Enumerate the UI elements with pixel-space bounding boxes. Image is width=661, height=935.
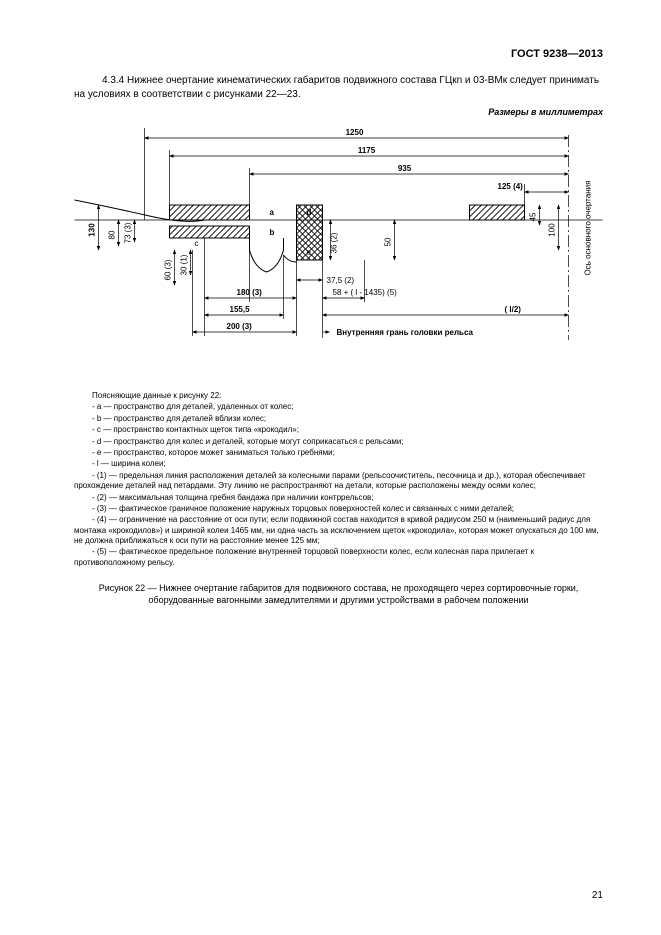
notes-block: Поясняющие данные к рисунку 22: - a — пр…: [74, 391, 603, 568]
paragraph-4-3-4: 4.3.4 Нижнее очертание кинематических га…: [74, 74, 603, 101]
dim-36-2: 36 (2): [330, 232, 339, 253]
dim-130: 130: [88, 223, 97, 237]
figure-22-caption: Рисунок 22 — Нижнее очертание габаритов …: [74, 582, 603, 606]
note-2: - (2) — максимальная толщина гребня банд…: [74, 493, 603, 503]
doc-header: ГОСТ 9238—2013: [74, 48, 603, 60]
dim-80: 80: [108, 230, 117, 239]
label-c: c: [195, 239, 199, 248]
dim-37-5-2: 37,5 (2): [327, 276, 355, 285]
label-d: d: [307, 208, 312, 217]
label-b: b: [270, 228, 275, 237]
note-e: - e — пространство, которое может занима…: [74, 448, 603, 458]
note-c: - c — пространство контактных щеток типа…: [74, 425, 603, 435]
page-number: 21: [592, 890, 603, 901]
note-d: - d — пространство для колес и деталей, …: [74, 437, 603, 447]
dim-60-3: 60 (3): [164, 259, 173, 280]
rail-head-label: Внутренняя грань головки рельса: [337, 328, 474, 337]
note-l: - l — ширина колеи;: [74, 459, 603, 469]
dim-935: 935: [398, 164, 412, 173]
dim-73-3: 73 (3): [124, 222, 133, 243]
note-4: - (4) — ограничение на расстояние от оси…: [74, 515, 603, 546]
figure-22-diagram: Ось основного очертания 1250 1175 935 12…: [74, 120, 603, 385]
dim-200-3: 200 (3): [227, 322, 253, 331]
axis-label: Ось основного очертания: [584, 181, 593, 276]
dim-155-5: 155,5: [230, 305, 251, 314]
note-a: - a — пространство для деталей, удаленны…: [74, 402, 603, 412]
dim-1175: 1175: [358, 146, 376, 155]
label-e: e: [307, 248, 312, 257]
note-b: - b — пространство для деталей вблизи ко…: [74, 414, 603, 424]
note-3: - (3) — фактическое граничное положение …: [74, 504, 603, 514]
notes-title: Поясняющие данные к рисунку 22:: [74, 391, 603, 401]
dim-100: 100: [548, 223, 557, 237]
label-a: a: [270, 208, 275, 217]
dim-1250: 1250: [346, 128, 364, 137]
dim-45: 45: [529, 212, 538, 221]
note-1: - (1) — предельная линия расположения де…: [74, 471, 603, 492]
dim-lhalf: ( l/2): [505, 305, 522, 314]
sizes-label: Размеры в миллиметрах: [74, 107, 603, 117]
dim-125-4: 125 (4): [498, 182, 524, 191]
dim-30-1: 30 (1): [180, 254, 189, 275]
note-5: - (5) — фактическое предельное положение…: [74, 547, 603, 568]
dim-50: 50: [384, 237, 393, 246]
